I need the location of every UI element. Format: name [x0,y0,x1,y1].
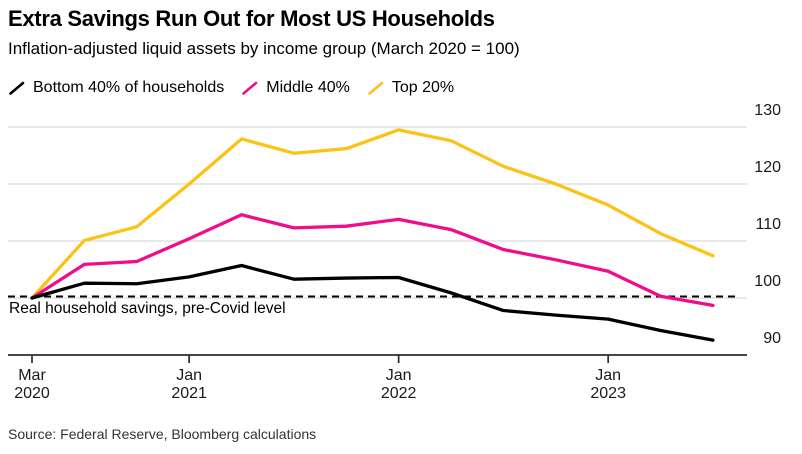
legend-item-bottom-40: Bottom 40% of households [8,79,224,97]
line-swatch-icon [368,81,384,95]
legend-label: Bottom 40% of households [33,79,225,96]
y-axis-tick-label: 120 [754,159,781,176]
series-line-bottom-40 [30,263,715,342]
legend-label: Middle 40% [266,79,350,96]
series-line-middle-40 [30,213,715,308]
legend-label: Top 20% [391,79,455,96]
chart-title: Extra Savings Run Out for Most US Househ… [8,6,495,31]
x-axis-tick-label: Mar 2020 [14,367,50,402]
legend: Bottom 40% of households Middle 40% Top … [8,79,454,97]
x-axis-tick-label: Jan 2021 [171,367,207,402]
y-axis-tick-label: 130 [754,102,781,119]
legend-item-middle-40: Middle 40% [241,79,350,97]
dashed-line-annotation: Real household savings, pre-Covid level [9,300,286,317]
y-axis-tick-label: 110 [755,216,781,233]
y-axis-tick-label: 90 [763,330,781,347]
chart-subtitle: Inflation-adjusted liquid assets by inco… [8,39,520,58]
y-axis-tick-label: 100 [754,273,781,290]
source-note: Source: Federal Reserve, Bloomberg calcu… [8,426,317,442]
line-swatch-icon [9,81,25,95]
line-swatch-icon [242,81,258,95]
legend-item-top-20: Top 20% [367,79,454,97]
x-axis-tick-label: Jan 2022 [380,367,417,402]
series-line-top-20 [30,128,715,300]
x-axis-tick-label: Jan 2023 [590,367,626,402]
